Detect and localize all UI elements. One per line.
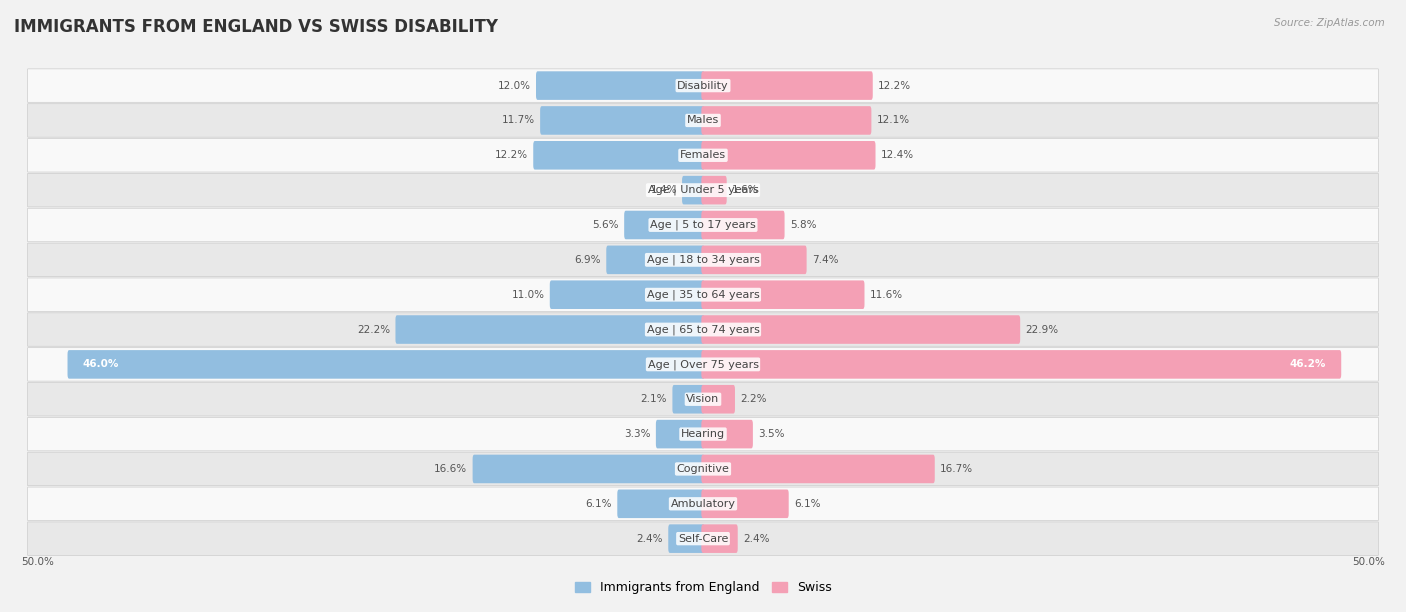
Text: IMMIGRANTS FROM ENGLAND VS SWISS DISABILITY: IMMIGRANTS FROM ENGLAND VS SWISS DISABIL… [14, 18, 498, 36]
Text: 7.4%: 7.4% [811, 255, 838, 265]
FancyBboxPatch shape [617, 490, 704, 518]
Text: 6.1%: 6.1% [794, 499, 821, 509]
Text: Cognitive: Cognitive [676, 464, 730, 474]
Text: 2.4%: 2.4% [637, 534, 664, 543]
Text: Age | 5 to 17 years: Age | 5 to 17 years [650, 220, 756, 230]
FancyBboxPatch shape [28, 138, 1378, 172]
Text: 6.1%: 6.1% [585, 499, 612, 509]
Text: 12.4%: 12.4% [880, 151, 914, 160]
Text: 50.0%: 50.0% [1353, 558, 1385, 567]
Text: Age | 35 to 64 years: Age | 35 to 64 years [647, 289, 759, 300]
FancyBboxPatch shape [702, 315, 1021, 344]
FancyBboxPatch shape [702, 455, 935, 483]
FancyBboxPatch shape [682, 176, 704, 204]
FancyBboxPatch shape [395, 315, 704, 344]
FancyBboxPatch shape [672, 385, 704, 414]
Text: 12.0%: 12.0% [498, 81, 531, 91]
Text: 46.0%: 46.0% [83, 359, 120, 370]
Text: 6.9%: 6.9% [575, 255, 600, 265]
FancyBboxPatch shape [550, 280, 704, 309]
Text: 1.4%: 1.4% [651, 185, 676, 195]
FancyBboxPatch shape [28, 452, 1378, 486]
FancyBboxPatch shape [28, 348, 1378, 381]
Text: 2.4%: 2.4% [742, 534, 769, 543]
Text: 11.6%: 11.6% [870, 289, 903, 300]
FancyBboxPatch shape [702, 524, 738, 553]
Text: Males: Males [688, 116, 718, 125]
FancyBboxPatch shape [28, 103, 1378, 137]
Text: Self-Care: Self-Care [678, 534, 728, 543]
FancyBboxPatch shape [655, 420, 704, 449]
FancyBboxPatch shape [668, 524, 704, 553]
Text: 12.1%: 12.1% [876, 116, 910, 125]
Text: Hearing: Hearing [681, 429, 725, 439]
Text: Females: Females [681, 151, 725, 160]
FancyBboxPatch shape [536, 72, 704, 100]
Text: 16.6%: 16.6% [434, 464, 467, 474]
FancyBboxPatch shape [28, 487, 1378, 521]
Text: 46.2%: 46.2% [1289, 359, 1326, 370]
Text: 12.2%: 12.2% [495, 151, 529, 160]
FancyBboxPatch shape [702, 420, 752, 449]
Text: Age | 65 to 74 years: Age | 65 to 74 years [647, 324, 759, 335]
Text: 3.5%: 3.5% [758, 429, 785, 439]
FancyBboxPatch shape [28, 382, 1378, 416]
FancyBboxPatch shape [28, 522, 1378, 555]
Text: Source: ZipAtlas.com: Source: ZipAtlas.com [1274, 18, 1385, 28]
Text: Age | Over 75 years: Age | Over 75 years [648, 359, 758, 370]
FancyBboxPatch shape [28, 243, 1378, 277]
FancyBboxPatch shape [702, 385, 735, 414]
FancyBboxPatch shape [624, 211, 704, 239]
Text: 3.3%: 3.3% [624, 429, 651, 439]
FancyBboxPatch shape [702, 280, 865, 309]
FancyBboxPatch shape [702, 490, 789, 518]
Text: 5.6%: 5.6% [592, 220, 619, 230]
Text: Disability: Disability [678, 81, 728, 91]
Text: 1.6%: 1.6% [733, 185, 758, 195]
Text: 5.8%: 5.8% [790, 220, 817, 230]
Text: Ambulatory: Ambulatory [671, 499, 735, 509]
FancyBboxPatch shape [702, 350, 1341, 379]
FancyBboxPatch shape [540, 106, 704, 135]
FancyBboxPatch shape [702, 176, 727, 204]
FancyBboxPatch shape [28, 69, 1378, 102]
FancyBboxPatch shape [472, 455, 704, 483]
FancyBboxPatch shape [28, 417, 1378, 451]
Text: 16.7%: 16.7% [941, 464, 973, 474]
FancyBboxPatch shape [702, 72, 873, 100]
Text: 12.2%: 12.2% [877, 81, 911, 91]
Text: Age | 18 to 34 years: Age | 18 to 34 years [647, 255, 759, 265]
Text: 50.0%: 50.0% [21, 558, 53, 567]
FancyBboxPatch shape [67, 350, 704, 379]
Text: 2.2%: 2.2% [740, 394, 766, 405]
Text: Age | Under 5 years: Age | Under 5 years [648, 185, 758, 195]
FancyBboxPatch shape [533, 141, 704, 170]
FancyBboxPatch shape [702, 141, 876, 170]
FancyBboxPatch shape [28, 313, 1378, 346]
Text: 2.1%: 2.1% [641, 394, 668, 405]
Text: Vision: Vision [686, 394, 720, 405]
FancyBboxPatch shape [702, 245, 807, 274]
FancyBboxPatch shape [28, 173, 1378, 207]
FancyBboxPatch shape [28, 278, 1378, 312]
FancyBboxPatch shape [28, 208, 1378, 242]
FancyBboxPatch shape [606, 245, 704, 274]
Text: 11.0%: 11.0% [512, 289, 544, 300]
FancyBboxPatch shape [702, 211, 785, 239]
FancyBboxPatch shape [702, 106, 872, 135]
Text: 22.2%: 22.2% [357, 324, 391, 335]
Legend: Immigrants from England, Swiss: Immigrants from England, Swiss [569, 577, 837, 599]
Text: 11.7%: 11.7% [502, 116, 534, 125]
Text: 22.9%: 22.9% [1025, 324, 1059, 335]
